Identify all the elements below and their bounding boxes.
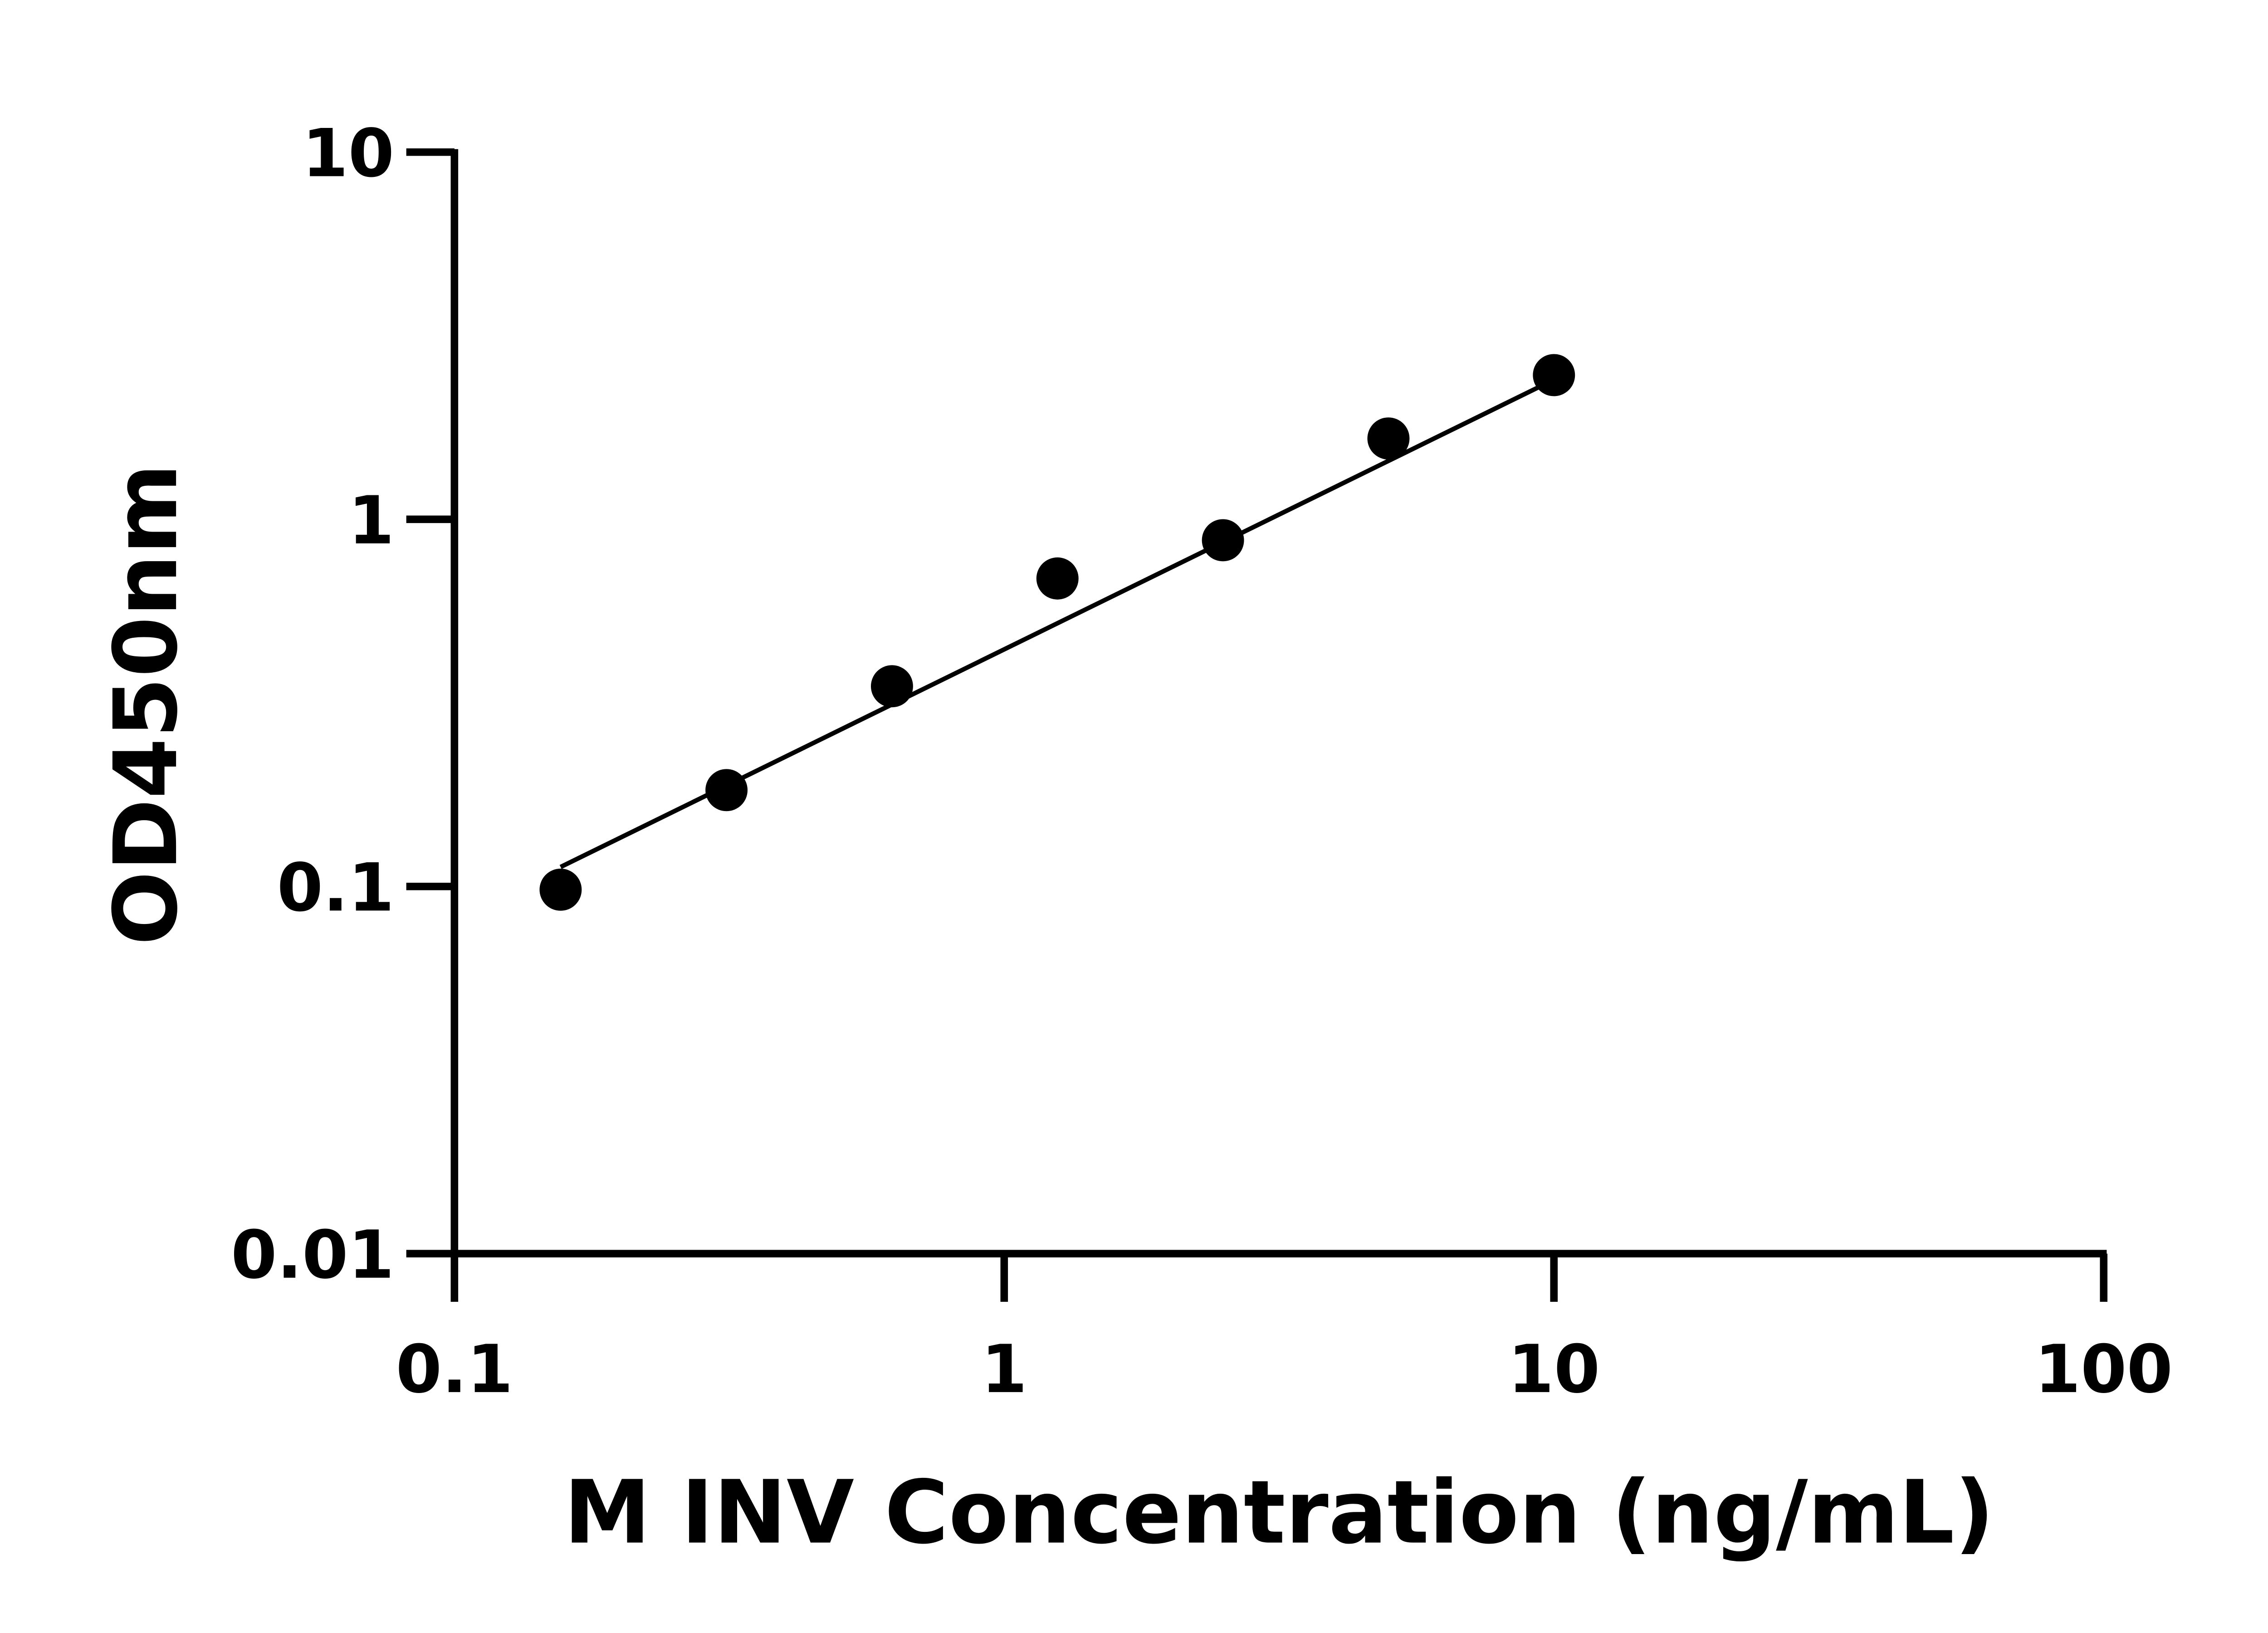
x-tick-label: 1 xyxy=(981,1331,1027,1408)
data-point xyxy=(870,665,913,708)
y-tick-label: 1 xyxy=(348,483,395,559)
data-points xyxy=(539,354,1575,911)
x-tick-label: 10 xyxy=(1508,1331,1600,1408)
y-tick-label: 10 xyxy=(302,115,394,192)
y-tick-label: 0.1 xyxy=(277,850,395,926)
axes xyxy=(406,148,2108,1302)
data-point xyxy=(1202,519,1244,562)
y-tick-label: 0.01 xyxy=(231,1217,394,1294)
data-point xyxy=(539,868,582,911)
x-axis-label: M INV Concentration (ng/mL) xyxy=(564,1462,1994,1564)
data-point xyxy=(1367,417,1410,460)
data-point xyxy=(1533,354,1575,396)
y-axis-label: OD450nm xyxy=(95,464,197,945)
data-point xyxy=(1036,557,1079,600)
data-point xyxy=(705,769,748,812)
x-tick-label: 100 xyxy=(2034,1331,2173,1408)
x-tick-label: 0.1 xyxy=(396,1331,513,1408)
